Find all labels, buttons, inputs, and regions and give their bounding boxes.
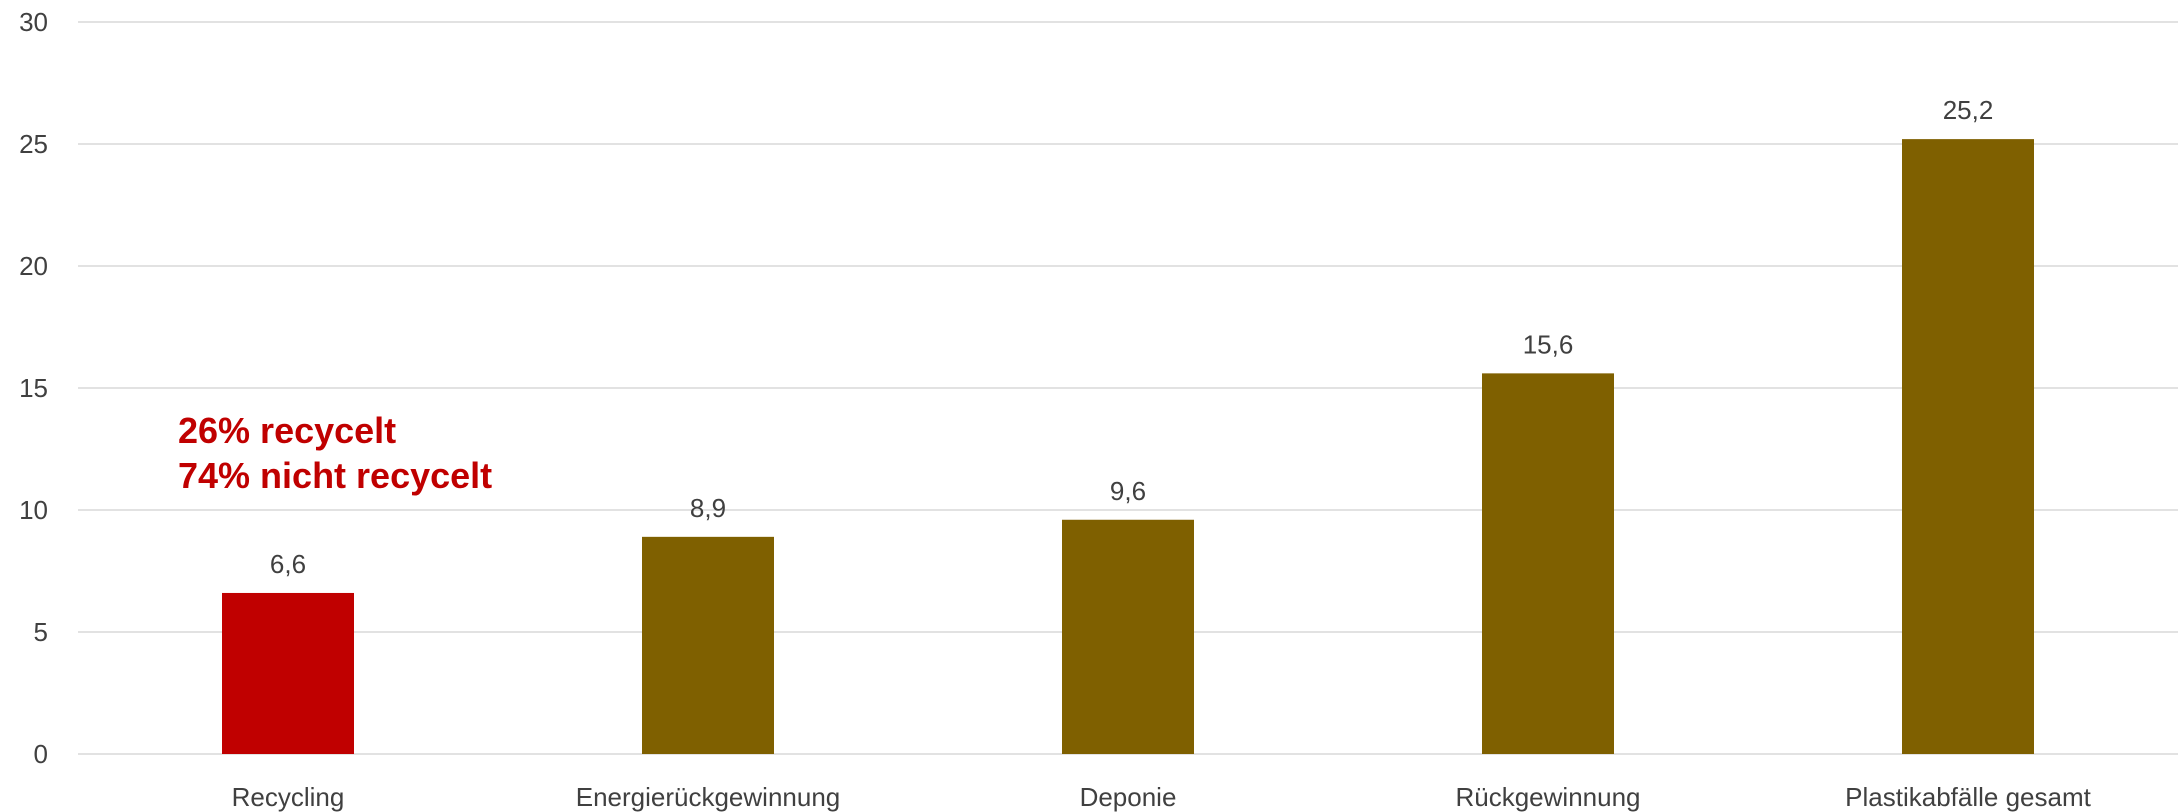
bar-value-label: 25,2 [1943,95,1994,125]
annotation-recycled: 26% recycelt [178,410,397,451]
bar-value-label: 6,6 [270,549,306,579]
y-tick-label: 10 [19,495,48,525]
y-tick-label: 5 [34,617,48,647]
bar [1902,139,2034,754]
bar-value-label: 9,6 [1110,476,1146,506]
bar-value-label: 8,9 [690,493,726,523]
y-tick-label: 30 [19,7,48,37]
x-category-label: Rückgewinnung [1455,782,1640,812]
x-category-label: Energierückgewinnung [576,782,841,812]
bar [222,592,354,754]
bar [642,536,774,754]
recycling-share-annotation: 26% recycelt 74% nicht recycelt [178,408,492,498]
bar-value-label: 15,6 [1523,329,1574,359]
annotation-not-recycled: 74% nicht recycelt [178,455,493,496]
bar [1482,373,1614,754]
y-tick-label: 0 [34,739,48,769]
x-category-label: Deponie [1080,782,1177,812]
bar-value-labels: 6,6 8,9 9,6 15,6 25,2 [270,95,1993,579]
y-tick-label: 25 [19,129,48,159]
gridlines [78,21,2178,755]
y-axis-tick-labels: 0 5 10 15 20 25 30 [19,7,48,769]
x-axis-category-labels: Recycling Energierückgewinnung Deponie Rück… [232,782,2092,812]
x-category-label: Recycling [232,782,345,812]
y-tick-label: 20 [19,251,48,281]
bars [222,139,2034,754]
x-category-label: Plastikabfälle gesamt [1845,782,2091,812]
y-tick-label: 15 [19,373,48,403]
bar [1062,519,1194,754]
